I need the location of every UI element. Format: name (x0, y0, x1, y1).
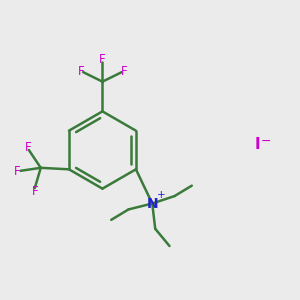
Text: F: F (121, 65, 127, 78)
Text: F: F (25, 140, 32, 154)
Text: F: F (78, 65, 84, 78)
Text: N: N (146, 196, 158, 211)
Text: F: F (14, 165, 21, 178)
Text: F: F (99, 53, 106, 66)
Text: −: − (261, 135, 271, 148)
Text: F: F (32, 185, 38, 198)
Text: +: + (157, 190, 166, 200)
Text: I: I (254, 136, 260, 152)
